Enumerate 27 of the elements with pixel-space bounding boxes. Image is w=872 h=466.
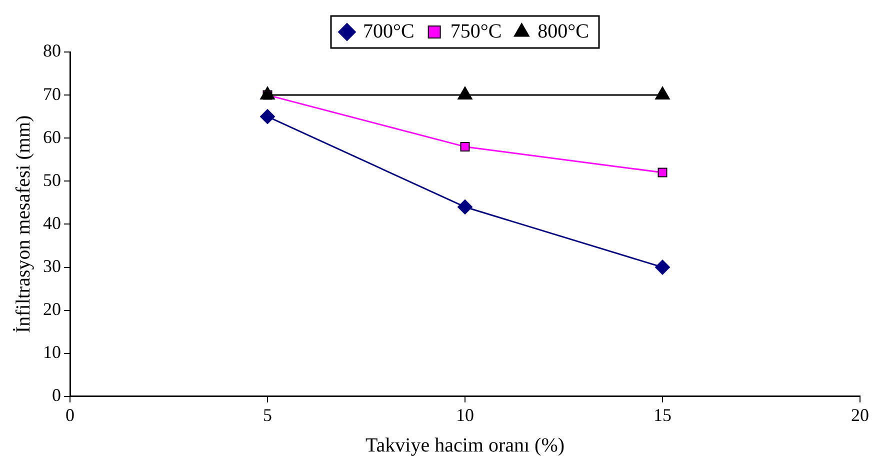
point	[655, 260, 670, 275]
point	[460, 142, 470, 152]
y-tick-label: 70	[43, 84, 61, 104]
point	[260, 86, 275, 100]
x-axis-title: Takviye hacim oranı (%)	[365, 434, 565, 456]
y-tick-label: 20	[43, 299, 61, 320]
point	[458, 86, 472, 100]
x-tick-label: 0	[66, 404, 74, 425]
point	[260, 109, 275, 124]
y-tick-label: 30	[43, 256, 61, 276]
y-axis-title: İnfiltrasyon mesafesi (mm)	[12, 115, 34, 334]
legend-label: 800°C	[538, 20, 590, 42]
y-tick-label: 0	[52, 385, 61, 406]
x-tick-label: 10	[456, 404, 474, 425]
y-tick-label: 10	[43, 342, 61, 362]
y-tick-label: 80	[43, 40, 61, 61]
x-tick-label: 5	[263, 404, 272, 425]
x-tick-label: 20	[851, 404, 869, 425]
x-tick-label: 15	[654, 404, 672, 425]
point	[458, 199, 472, 214]
y-tick-label: 60	[43, 126, 61, 147]
y-tick-label: 40	[43, 212, 61, 233]
point	[655, 86, 670, 100]
legend-label: 700°C	[362, 20, 414, 42]
y-tick-label: 50	[43, 170, 61, 190]
point	[658, 168, 668, 178]
legend-label: 750°C	[450, 20, 502, 42]
